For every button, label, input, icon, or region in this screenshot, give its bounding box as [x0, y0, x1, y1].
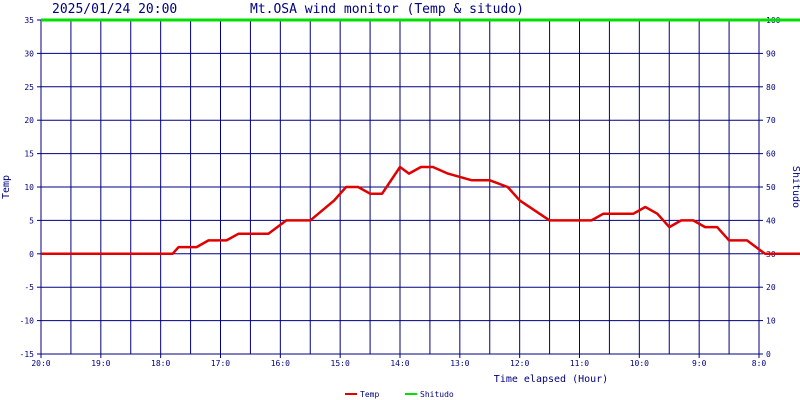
y-left-tick-label: 10: [24, 183, 34, 192]
y-axis-right-label: Shitudo: [790, 166, 800, 208]
y-right-tick-label: 0: [766, 350, 771, 359]
legend: Temp Shitudo: [345, 390, 454, 399]
y-left-tick-label: 0: [29, 250, 34, 259]
y-axis-left: 35 30 25 20 15 10 5 0 -5 -10 -15: [20, 16, 41, 359]
y-left-tick-label: 25: [24, 83, 34, 92]
y-right-tick-label: 10: [766, 317, 776, 326]
x-tick-label: 20:0: [31, 359, 50, 368]
x-tick-label: 15:0: [331, 359, 350, 368]
legend-label-shitudo: Shitudo: [420, 390, 454, 399]
y-left-tick-label: 30: [24, 49, 34, 58]
x-tick-label: 17:0: [211, 359, 230, 368]
x-axis-label: Time elapsed (Hour): [494, 374, 608, 385]
y-left-tick-label: 35: [24, 16, 34, 25]
x-tick-label: 16:0: [271, 359, 290, 368]
y-left-tick-label: -15: [20, 350, 35, 359]
series-layer: [41, 18, 800, 256]
y-right-tick-label: 20: [766, 283, 776, 292]
x-axis: 20:0 19:0 18:0 17:0 16:0 15:0 14:0 13:0 12:0 11:0…: [31, 354, 766, 368]
legend-label-temp: Temp: [360, 390, 379, 399]
chart-title: Mt.OSA wind monitor (Temp & situdo): [250, 2, 524, 17]
x-tick-label: 9:0: [692, 359, 707, 368]
x-tick-label: 11:0: [570, 359, 589, 368]
chart-grid: [40, 19, 760, 355]
y-right-tick-label: 50: [766, 183, 776, 192]
y-right-tick-label: 90: [766, 49, 776, 58]
y-right-tick-label: 80: [766, 83, 776, 92]
x-tick-label: 13:0: [450, 359, 469, 368]
x-tick-label: 10:0: [630, 359, 649, 368]
y-left-tick-label: 5: [29, 216, 34, 225]
x-tick-label: 14:0: [390, 359, 409, 368]
y-left-tick-label: 15: [24, 150, 34, 159]
x-tick-label: 8:0: [752, 359, 767, 368]
y-left-tick-label: -10: [20, 317, 35, 326]
series-line-temp: [41, 165, 800, 256]
y-left-tick-label: 20: [24, 116, 34, 125]
y-right-tick-label: 70: [766, 116, 776, 125]
y-right-tick-label: 40: [766, 216, 776, 225]
y-left-tick-label: -5: [24, 283, 34, 292]
chart-timestamp: 2025/01/24 20:00: [52, 2, 177, 17]
y-axis-left-label: Temp: [1, 175, 12, 199]
x-tick-label: 18:0: [151, 359, 170, 368]
y-right-tick-label: 60: [766, 150, 776, 159]
x-tick-label: 19:0: [91, 359, 110, 368]
x-tick-label: 12:0: [510, 359, 529, 368]
